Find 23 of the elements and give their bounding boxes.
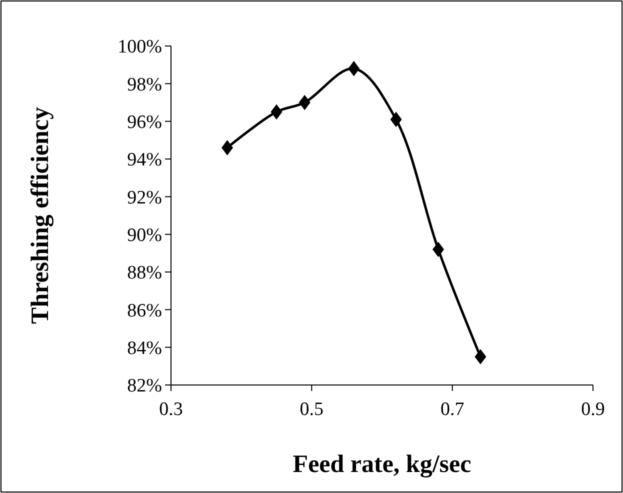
- x-tick-label: 0.7: [440, 399, 464, 420]
- x-axis-title: Feed rate, kg/sec: [292, 451, 472, 478]
- y-tick-label: 92%: [127, 187, 162, 208]
- y-tick-label: 100%: [118, 36, 162, 58]
- x-tick-label: 0.9: [581, 399, 605, 420]
- x-tick-label: 0.5: [300, 399, 324, 420]
- y-tick-label: 98%: [127, 74, 162, 96]
- y-tick-label: 96%: [127, 112, 162, 133]
- point: [348, 60, 360, 76]
- y-axis-title: Threshing efficiency: [27, 106, 54, 324]
- y-tick-label: 82%: [127, 376, 162, 397]
- y-tick-label: 94%: [127, 150, 162, 171]
- point: [298, 94, 310, 110]
- point: [270, 104, 282, 120]
- y-tick-label: 86%: [127, 300, 162, 322]
- point: [222, 140, 234, 156]
- y-tick-label: 88%: [127, 262, 162, 284]
- x-tick-label: 0.3: [159, 399, 183, 420]
- y-tick-label: 90%: [127, 224, 162, 246]
- point: [432, 242, 444, 258]
- y-tick-label: 84%: [127, 338, 162, 359]
- point: [390, 112, 402, 128]
- point: [474, 349, 486, 364]
